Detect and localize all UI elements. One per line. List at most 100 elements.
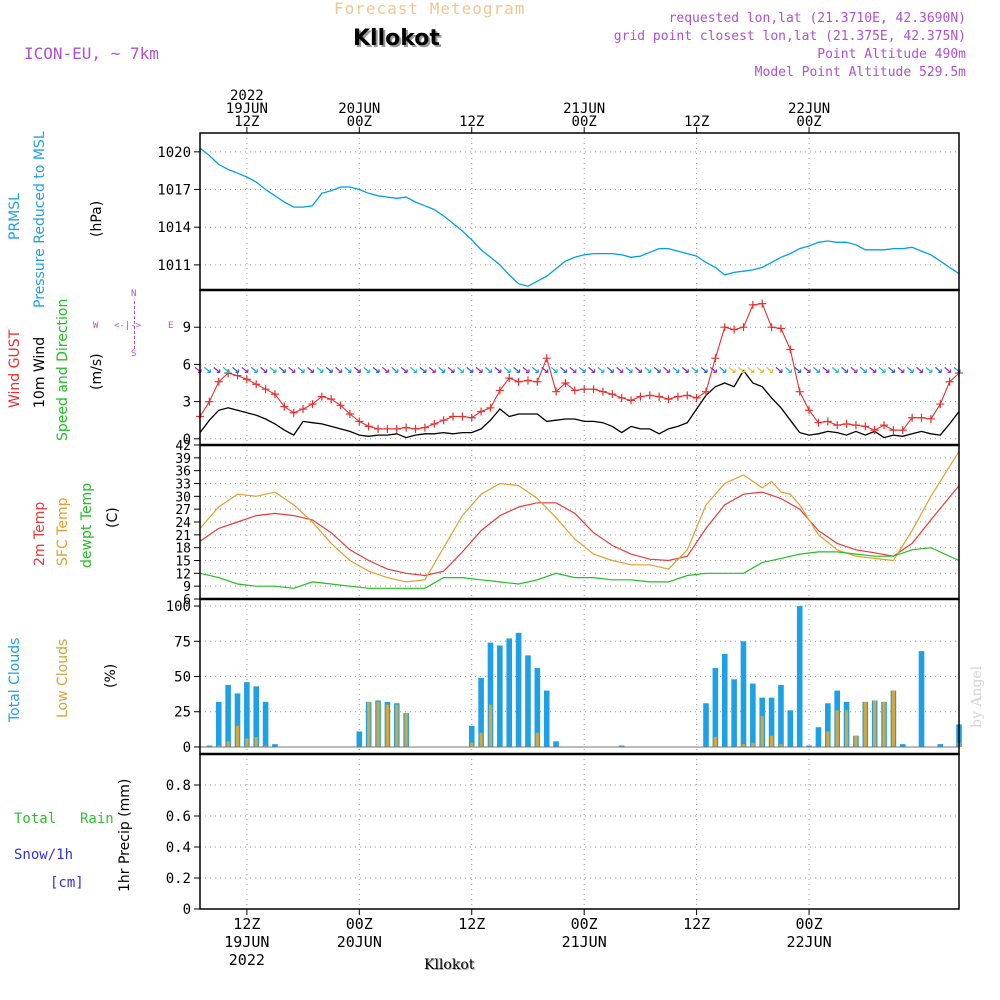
total-clouds-bar bbox=[225, 684, 231, 747]
wind-gust-point bbox=[617, 393, 626, 402]
low-clouds-bar bbox=[535, 732, 539, 747]
wind-gust-point bbox=[411, 424, 420, 433]
wind-direction-arrow bbox=[269, 366, 277, 373]
y-tick-label-precipitation: 0 bbox=[183, 902, 191, 918]
x-tick-label-bottom: 12Z bbox=[683, 915, 710, 933]
total-clouds-bar bbox=[534, 668, 541, 747]
wind-gust-point bbox=[402, 423, 411, 432]
snow-label: Snow/1h bbox=[14, 847, 74, 863]
wind-gust-point bbox=[477, 407, 486, 416]
x-tick-label-bottom: 21JUN bbox=[562, 933, 607, 951]
wind-gust-point bbox=[317, 392, 326, 401]
wind-direction-arrow bbox=[503, 366, 511, 373]
wind-direction-arrow bbox=[766, 366, 774, 373]
x-tick-label-top: 2022 bbox=[230, 88, 264, 104]
wind-speed-line bbox=[199, 369, 960, 439]
wind-gust-point bbox=[345, 410, 354, 418]
total-clouds-bar bbox=[731, 679, 737, 747]
total-clouds-bar bbox=[244, 682, 250, 747]
wind-direction-arrow bbox=[944, 366, 952, 373]
wind-direction-arrow bbox=[794, 366, 802, 373]
wind-direction-arrow bbox=[466, 366, 474, 373]
wind-gust-point bbox=[495, 386, 504, 395]
x-tick-label-top: 12Z bbox=[234, 114, 259, 130]
low-clouds-bar bbox=[882, 701, 886, 747]
wind-gust-point bbox=[336, 401, 345, 410]
low-clouds-bar bbox=[863, 701, 867, 747]
y-tick-label-precipitation: 0.2 bbox=[166, 871, 191, 887]
wind-gust-point bbox=[242, 375, 251, 384]
wind-direction-arrow bbox=[475, 366, 483, 373]
wind-direction-arrow bbox=[803, 366, 811, 373]
wind-direction-arrow bbox=[400, 366, 408, 373]
wind-gust-point bbox=[898, 426, 907, 435]
y-tick-label-wind: 0 bbox=[183, 432, 191, 448]
wind-gust-point bbox=[542, 354, 551, 363]
y-tick-label-pressure: 1011 bbox=[157, 258, 191, 274]
wind-gust-point bbox=[870, 426, 879, 435]
wind-gust-point bbox=[627, 396, 636, 405]
requested-coordinates: requested lon,lat (21.3710E, 42.3690N) bbox=[668, 11, 966, 26]
y-tick-label-temperature: 6 bbox=[183, 593, 191, 608]
wind-direction-arrow bbox=[260, 366, 268, 373]
low-clouds-bar bbox=[769, 735, 774, 747]
wind-gust-point bbox=[730, 325, 739, 334]
total-clouds-bar bbox=[778, 684, 784, 747]
wind-gust-point bbox=[786, 345, 795, 354]
wind-direction-arrow bbox=[747, 366, 755, 373]
y-tick-label-wind: 3 bbox=[183, 395, 191, 411]
y-tick-label-temperature: 12 bbox=[175, 567, 191, 582]
wind-direction-arrow bbox=[250, 366, 258, 373]
total-clouds-bar bbox=[806, 745, 812, 747]
compass-south: S bbox=[131, 349, 137, 359]
total-clouds-bar bbox=[487, 642, 494, 747]
wind-gust-line bbox=[199, 302, 960, 431]
wind-direction-arrow bbox=[859, 366, 867, 373]
wind-gust-point bbox=[308, 400, 317, 409]
wind-direction-arrow bbox=[597, 366, 605, 373]
wind-direction-arrow bbox=[222, 366, 230, 373]
wind-gust-point bbox=[205, 397, 214, 406]
product-title: Forecast Meteogram bbox=[334, 0, 526, 18]
x-tick-label-top: 00Z bbox=[796, 114, 821, 130]
wind-direction-arrow bbox=[700, 366, 708, 373]
y-tick-label-temperature: 24 bbox=[175, 516, 191, 531]
wind-direction-arrow bbox=[410, 366, 418, 373]
low-clouds-bar bbox=[479, 732, 483, 747]
wind-direction-arrow bbox=[719, 366, 727, 373]
wind-direction-arrow bbox=[541, 366, 549, 373]
temperature-series-2m-temp bbox=[199, 485, 960, 577]
total-clouds-bar bbox=[506, 638, 513, 747]
wind-direction-arrow bbox=[335, 366, 343, 373]
low-clouds-bar bbox=[751, 742, 755, 747]
low-clouds-bar bbox=[245, 738, 249, 747]
y-tick-label-clouds: 100 bbox=[166, 599, 191, 615]
wind-gust-point bbox=[214, 377, 223, 386]
wind-gust-point bbox=[739, 323, 748, 332]
wind-direction-arrow bbox=[232, 366, 240, 373]
low-clouds-bar bbox=[741, 744, 746, 747]
x-tick-label-top: 00Z bbox=[347, 114, 372, 130]
total-clouds-bar bbox=[918, 651, 925, 747]
low-clouds-bar bbox=[873, 700, 877, 747]
total-clouds-bar bbox=[234, 693, 241, 747]
grid-point-coordinates: grid point closest lon,lat (21.375E, 42.… bbox=[613, 29, 966, 44]
wind-gust-point bbox=[383, 424, 392, 433]
wind-gust-point bbox=[664, 395, 673, 404]
wind-direction-arrow bbox=[428, 366, 436, 373]
wind-gust-point bbox=[570, 386, 579, 395]
wind-gust-point bbox=[673, 392, 682, 401]
wind-direction-arrow bbox=[709, 366, 717, 373]
wind-gust-point bbox=[842, 419, 851, 428]
total-clouds-bar bbox=[899, 744, 906, 747]
wind-direction-arrow bbox=[672, 366, 680, 373]
wind-gust-point bbox=[458, 412, 467, 421]
y-tick-label-precipitation: 0.6 bbox=[166, 809, 191, 825]
wind-direction-arrow bbox=[569, 366, 577, 373]
wind-direction-arrow bbox=[325, 366, 333, 373]
wind-direction-arrow bbox=[878, 366, 886, 373]
x-tick-label-bottom: 19JUN bbox=[224, 933, 269, 951]
total-clouds-bar bbox=[768, 697, 775, 747]
wind-gust-point bbox=[702, 387, 710, 396]
